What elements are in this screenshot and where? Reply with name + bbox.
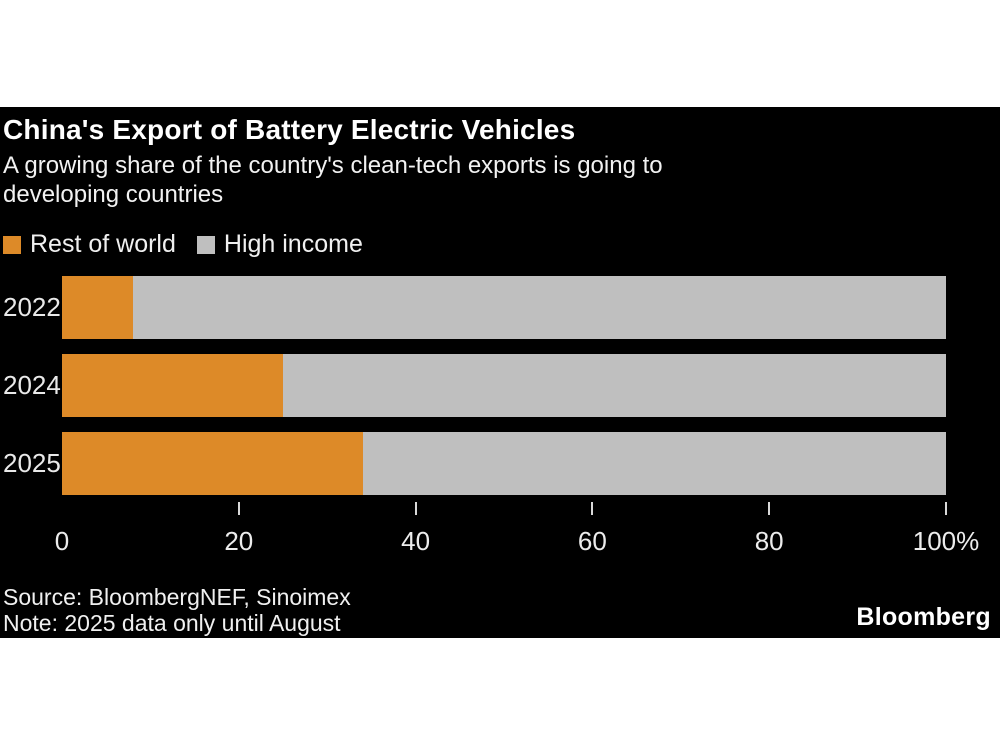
x-axis: 0 20 40 60 80 100% [55, 502, 979, 562]
x-axis-tick-label: 0 [54, 526, 70, 556]
x-axis-tick [591, 502, 594, 515]
note-line: Note: 2025 data only until August [3, 610, 341, 636]
category-label: 2022 [3, 292, 61, 322]
bar-row-2025: 2025 [0, 432, 1000, 495]
chart-subtitle: A growing share of the country's clean-t… [3, 151, 663, 209]
legend-swatch-gray-icon [196, 235, 215, 254]
x-axis-tick-label: 60 [577, 526, 607, 556]
bar-row-2022: 2022 [0, 276, 1000, 339]
bar-segment-rest-of-world [62, 354, 283, 417]
source-line: Source: BloombergNEF, Sinoimex [3, 584, 351, 610]
x-axis-tick [414, 502, 417, 515]
bar-segment-high-income [362, 432, 946, 495]
legend-swatch-orange-icon [3, 235, 21, 254]
chart-panel: China's Export of Battery Electric Vehic… [0, 107, 1000, 638]
category-label: 2025 [3, 448, 61, 478]
bloomberg-logo: Bloomberg [856, 603, 991, 631]
legend-item-rest-of-world: Rest of world [3, 230, 176, 259]
x-axis-tick-label: 20 [224, 526, 254, 556]
bar-track [62, 354, 946, 417]
bar-segment-rest-of-world [62, 276, 133, 339]
chart-subtitle-line2: developing countries [3, 181, 224, 208]
legend: Rest of world High income [3, 230, 363, 259]
chart-subtitle-line1: A growing share of the country's clean-t… [3, 152, 663, 179]
bar-row-2024: 2024 [0, 354, 1000, 417]
bar-track [62, 432, 946, 495]
bar-chart: 2022 2024 2025 [0, 276, 1000, 510]
x-axis-tick [237, 502, 240, 515]
x-axis-tick [945, 502, 947, 515]
legend-item-high-income: High income [196, 230, 363, 259]
x-axis-tick-label: 80 [754, 526, 784, 556]
bar-segment-rest-of-world [62, 432, 363, 495]
bar-track [62, 276, 946, 339]
bar-segment-high-income [132, 276, 946, 339]
x-axis-tick-label: 40 [401, 526, 431, 556]
category-label: 2024 [3, 370, 61, 400]
legend-label: High income [223, 230, 363, 258]
chart-title: China's Export of Battery Electric Vehic… [3, 114, 576, 145]
x-axis-tick-label: 100% [912, 526, 980, 556]
bar-segment-high-income [283, 354, 946, 417]
legend-label: Rest of world [30, 230, 176, 258]
x-axis-tick [768, 502, 771, 515]
source-note: Source: BloombergNEF, Sinoimex Note: 202… [3, 584, 351, 636]
